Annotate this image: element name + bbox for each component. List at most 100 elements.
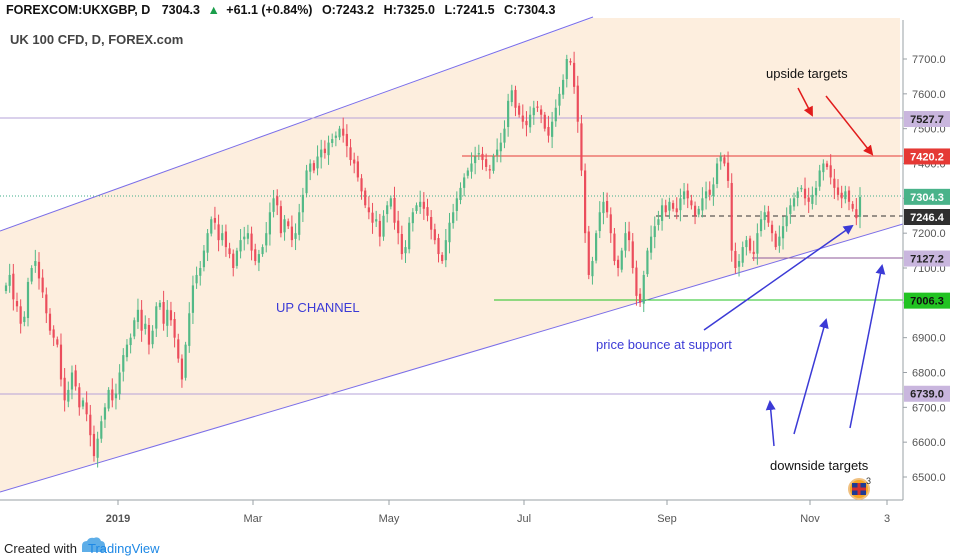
- candle-up: [404, 247, 407, 254]
- candle-up: [822, 163, 825, 173]
- candle-up: [96, 438, 99, 458]
- candle-up: [554, 107, 557, 122]
- candle-down: [74, 370, 77, 387]
- candle-down: [177, 339, 180, 359]
- candle-up: [334, 135, 337, 138]
- candle-up: [759, 219, 763, 232]
- candle-up: [510, 90, 513, 103]
- candle-up: [470, 163, 473, 172]
- candle-up: [415, 205, 418, 212]
- candle-up: [620, 250, 623, 270]
- candle-down: [514, 89, 517, 108]
- candle-up: [507, 100, 510, 127]
- candle-up: [125, 344, 129, 358]
- candle-up: [463, 177, 466, 188]
- candle-up: [756, 233, 759, 254]
- candle-up: [382, 215, 385, 237]
- price-level-labels: 7527.7 7420.2 7304.3 7246.4 7127.2 7006.3 6739…: [904, 111, 950, 402]
- candle-up: [272, 198, 275, 212]
- candle-down: [353, 159, 356, 164]
- candle-up: [679, 198, 682, 211]
- candle-down: [349, 147, 352, 161]
- candle-down: [547, 126, 550, 136]
- candle-up: [737, 261, 741, 267]
- candle-up: [375, 219, 378, 222]
- candle-down: [56, 339, 59, 345]
- candle-up: [624, 233, 627, 251]
- symbol-text: FOREXCOM:UKXGBP, D: [6, 3, 150, 17]
- candle-down: [748, 238, 752, 251]
- triangle-up-icon: ▲: [207, 3, 219, 17]
- candle-down: [638, 293, 642, 303]
- candle-up: [844, 191, 847, 200]
- candle-up: [133, 320, 136, 337]
- candle-down: [169, 310, 173, 321]
- candle-down: [371, 212, 374, 223]
- candle-up: [166, 309, 169, 326]
- y-tick-label: 7200.0: [912, 228, 946, 240]
- candle-up: [595, 233, 598, 261]
- candle-up: [496, 149, 499, 156]
- candle-up: [477, 153, 480, 155]
- y-tick-label: 7600.0: [912, 89, 946, 101]
- candle-down: [342, 128, 345, 136]
- time-axis[interactable]: 2019 Mar May Jul Sep Nov 3: [106, 500, 890, 525]
- candle-down: [829, 165, 832, 178]
- candle-down: [323, 148, 326, 154]
- candle-down: [580, 123, 583, 171]
- candle-down: [433, 229, 436, 241]
- candle-down: [37, 261, 41, 279]
- downside-arrow-3: [849, 264, 886, 429]
- y-tick-label: 6600.0: [912, 437, 946, 449]
- candle-down: [180, 358, 184, 380]
- close-label: C:: [504, 3, 517, 17]
- candle-up: [239, 240, 242, 252]
- upside-arrow-2: [825, 95, 874, 156]
- candle-down: [41, 277, 44, 293]
- candle-down: [360, 178, 363, 192]
- candle-down: [367, 207, 370, 213]
- candle-down: [89, 414, 92, 436]
- uk-flag-icon[interactable]: 3: [848, 476, 871, 500]
- candle-down: [723, 157, 726, 164]
- bounce-arrow: [703, 224, 854, 331]
- candle-down: [364, 190, 367, 206]
- candle-down: [671, 203, 675, 209]
- candle-down: [686, 190, 689, 199]
- candle-down: [616, 259, 620, 268]
- candle-up: [796, 191, 799, 198]
- candle-down: [422, 201, 425, 209]
- candle-up: [158, 302, 162, 308]
- candle-up: [466, 170, 469, 176]
- footer-brand[interactable]: TradingView: [88, 541, 160, 556]
- y-tick-label: 6700.0: [912, 402, 946, 414]
- x-tick-label: 2019: [106, 513, 130, 525]
- candle-down: [45, 294, 48, 314]
- candle-up: [136, 309, 140, 322]
- candle-up: [151, 330, 154, 345]
- candle-up: [763, 212, 766, 221]
- candle-up: [858, 196, 862, 217]
- candle-down: [485, 159, 488, 167]
- candle-down: [92, 433, 96, 457]
- candle-down: [543, 114, 546, 129]
- candle-down: [162, 301, 165, 324]
- candle-up: [195, 274, 198, 284]
- candle-up: [785, 215, 788, 227]
- candle-down: [836, 187, 840, 195]
- candle-up: [602, 201, 605, 214]
- x-tick-label: Jul: [517, 513, 531, 525]
- candle-up: [118, 372, 121, 395]
- candle-down: [488, 169, 491, 171]
- candle-down: [584, 170, 587, 234]
- candle-up: [452, 212, 455, 224]
- y-tick-label: 6500.0: [912, 472, 946, 484]
- candle-up: [100, 421, 103, 439]
- candle-up: [221, 233, 224, 241]
- candle-down: [726, 162, 730, 181]
- candle-up: [283, 219, 286, 233]
- candle-up: [8, 274, 11, 286]
- candle-down: [569, 61, 572, 63]
- candle-down: [752, 251, 755, 255]
- price-label-text: 7006.3: [910, 296, 944, 308]
